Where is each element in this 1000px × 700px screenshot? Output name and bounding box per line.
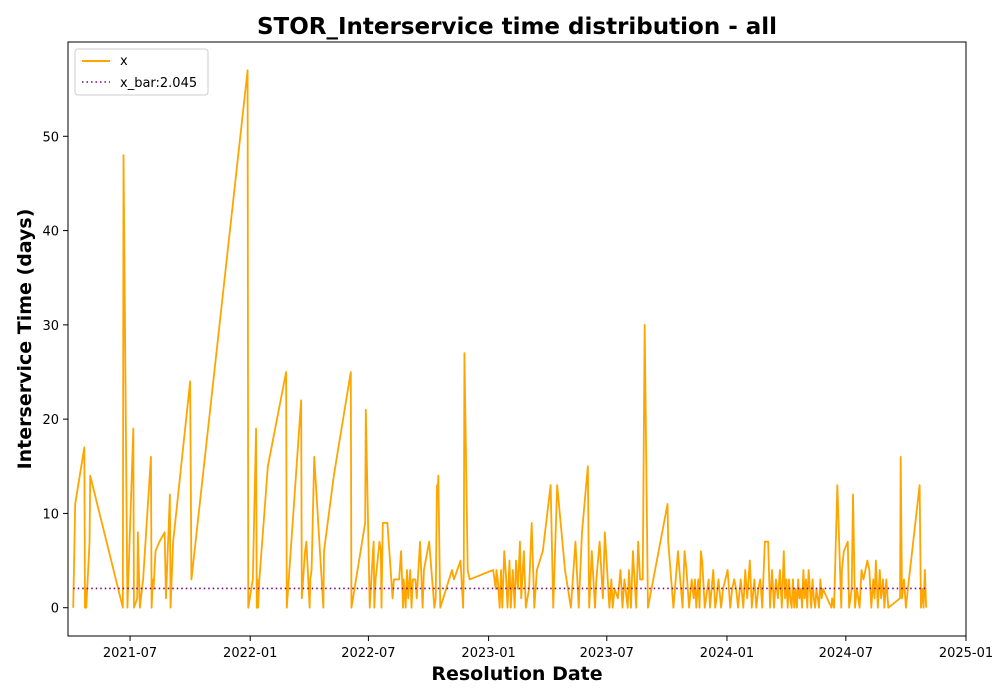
x-tick-label: 2024-07	[819, 646, 873, 661]
y-tick-label: 0	[51, 602, 59, 617]
plot-frame	[67, 41, 967, 637]
chart-title: STOR_Interservice time distribution - al…	[257, 14, 777, 40]
plot-area	[72, 69, 928, 609]
y-tick-label: 10	[42, 507, 59, 522]
x-tick-label: 2023-07	[580, 646, 634, 661]
x-tick-label: 2021-07	[103, 646, 157, 661]
x-tick-label: 2025-01	[939, 646, 993, 661]
y-tick-label: 40	[42, 225, 59, 240]
x-tick-label: 2023-01	[461, 646, 515, 661]
y-tick-label: 20	[42, 413, 59, 428]
x-axis: 2021-07 2022-01 2022-07 2023-01 2023-07 2024-…	[103, 636, 993, 661]
legend-label-x-bar: x_bar:2.045	[120, 76, 197, 91]
y-axis-label: Interservice Time (days)	[14, 209, 36, 470]
series-line-x	[72, 69, 928, 609]
x-axis-label: Resolution Date	[431, 663, 602, 685]
y-tick-label: 30	[42, 319, 59, 334]
x-tick-label: 2024-01	[700, 646, 754, 661]
legend-label-x: x	[120, 54, 128, 69]
x-tick-label: 2022-07	[341, 646, 395, 661]
x-tick-label: 2022-01	[223, 646, 277, 661]
y-tick-label: 50	[42, 130, 59, 145]
y-axis: 0 10 20 30 40 50	[42, 130, 68, 617]
legend: x x_bar:2.045	[74, 48, 209, 96]
